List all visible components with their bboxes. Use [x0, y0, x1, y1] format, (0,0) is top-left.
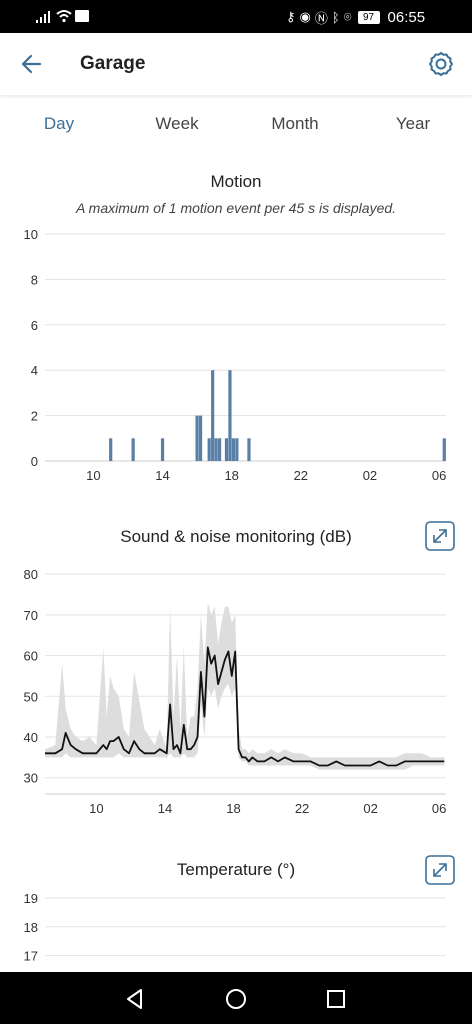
- y-tick-label: 0: [31, 454, 38, 469]
- motion-bar: [247, 438, 251, 461]
- y-tick-label: 8: [31, 272, 38, 287]
- y-tick-label: 40: [24, 730, 38, 745]
- wifi-icon: [56, 10, 72, 23]
- motion-bar: [207, 438, 211, 461]
- motion-bar: [109, 438, 113, 461]
- motion-bar: [442, 438, 446, 461]
- location-icon: ⌾: [343, 9, 352, 24]
- clock: 06:55: [387, 8, 426, 26]
- bluetooth-icon: ᛒ: [331, 9, 340, 25]
- tab-month[interactable]: Month: [271, 114, 319, 133]
- x-tick-label: 06: [432, 468, 446, 483]
- expand-icon[interactable]: [425, 855, 455, 885]
- motion-bar: [224, 438, 229, 461]
- motion-bar: [195, 415, 199, 461]
- recents-nav-icon[interactable]: [323, 986, 349, 1012]
- tab-week[interactable]: Week: [155, 114, 199, 133]
- y-tick-label: 19: [24, 891, 38, 906]
- motion-bar: [228, 370, 232, 461]
- motion-bar: [160, 438, 165, 461]
- motion-bar: [131, 438, 135, 461]
- tab-day[interactable]: Day: [43, 114, 75, 133]
- sound-range-band: [45, 602, 445, 770]
- key-icon: ⚷: [286, 9, 296, 24]
- motion-bar: [217, 438, 222, 461]
- y-tick-label: 80: [24, 567, 38, 582]
- y-tick-label: 18: [24, 920, 38, 935]
- motion-subtitle: A maximum of 1 motion event per 45 s is …: [75, 200, 397, 216]
- y-tick-label: 70: [24, 608, 38, 623]
- sim-icon: [75, 10, 89, 22]
- x-tick-label: 10: [89, 801, 103, 816]
- x-tick-label: 18: [226, 801, 240, 816]
- nfc-icon: Ⓝ: [314, 10, 328, 26]
- temperature-chart: 17 18 19: [24, 891, 446, 964]
- y-tick-label: 50: [24, 689, 38, 704]
- y-tick-label: 10: [24, 227, 38, 242]
- status-bar: ⚷ ◉ Ⓝ ᛒ ⌾ 97 06:55: [0, 0, 472, 33]
- tab-year[interactable]: Year: [395, 114, 431, 133]
- sound-title: Sound & noise monitoring (dB): [120, 527, 352, 546]
- gear-icon[interactable]: [426, 49, 456, 79]
- arrow-left-icon[interactable]: [18, 50, 46, 78]
- sound-line: [45, 646, 445, 767]
- home-nav-icon[interactable]: [223, 986, 249, 1012]
- period-tabs: Day Week Month Year: [0, 104, 472, 144]
- temperature-title: Temperature (°): [176, 860, 296, 879]
- x-tick-label: 22: [295, 801, 309, 816]
- x-tick-label: 02: [363, 468, 377, 483]
- motion-bar: [231, 438, 236, 461]
- x-tick-label: 14: [158, 801, 172, 816]
- y-tick-label: 17: [24, 949, 38, 964]
- x-tick-label: 02: [363, 801, 377, 816]
- battery-icon: 97: [357, 10, 380, 24]
- motion-bar: [235, 438, 239, 461]
- x-tick-label: 22: [294, 468, 308, 483]
- motion-bar: [211, 370, 215, 461]
- app-bar: Garage: [0, 33, 472, 95]
- status-icons: ⚷ ◉ Ⓝ ᛒ ⌾ 97 06:55: [286, 8, 425, 26]
- back-nav-icon[interactable]: [122, 986, 148, 1012]
- x-tick-label: 18: [224, 468, 238, 483]
- y-tick-label: 6: [31, 318, 38, 333]
- y-tick-label: 4: [31, 363, 38, 378]
- page-title: Garage: [80, 53, 146, 74]
- y-tick-label: 30: [24, 771, 38, 786]
- motion-title: Motion: [210, 172, 262, 191]
- eye-icon: ◉: [299, 9, 311, 24]
- sound-chart: 30 40 50 60 70 80 10 14 18 22 02 06: [24, 567, 447, 816]
- signal-icon: [36, 11, 50, 23]
- x-tick-label: 14: [155, 468, 169, 483]
- motion-bar: [214, 438, 218, 461]
- x-tick-label: 10: [86, 468, 100, 483]
- motion-bar: [198, 415, 203, 461]
- y-tick-label: 60: [24, 649, 38, 664]
- expand-icon[interactable]: [425, 521, 455, 551]
- y-tick-label: 2: [31, 409, 38, 424]
- system-nav-bar: [0, 972, 472, 1024]
- x-tick-label: 06: [432, 801, 446, 816]
